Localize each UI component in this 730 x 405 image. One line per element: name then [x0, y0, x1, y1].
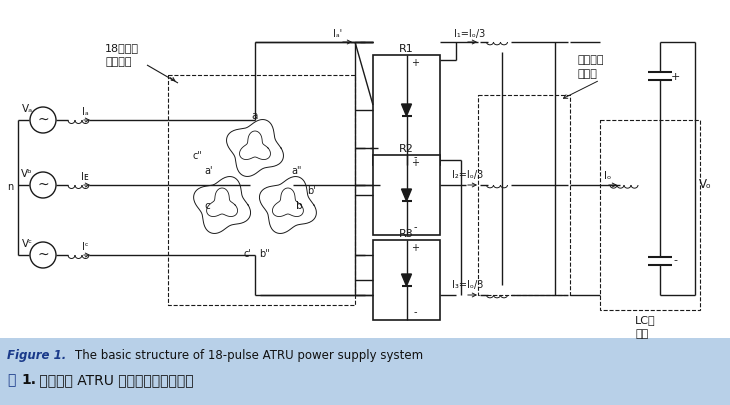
- Bar: [373, 155, 440, 235]
- Text: +: +: [670, 72, 680, 82]
- Circle shape: [30, 107, 56, 133]
- Polygon shape: [402, 189, 412, 201]
- Text: a": a": [292, 166, 302, 176]
- Text: I₂=Iₒ/3: I₂=Iₒ/3: [453, 170, 483, 180]
- Bar: [373, 55, 440, 165]
- Text: Vᶜ: Vᶜ: [21, 239, 33, 249]
- Text: a': a': [204, 166, 213, 176]
- Text: Iₒ: Iₒ: [604, 171, 612, 181]
- Polygon shape: [402, 104, 412, 116]
- Text: c": c": [192, 151, 202, 161]
- Text: ~: ~: [37, 248, 49, 262]
- Bar: [373, 240, 440, 320]
- Text: I₃=Iₒ/3: I₃=Iₒ/3: [453, 280, 484, 290]
- Text: 图: 图: [7, 373, 15, 387]
- Text: The basic structure of 18-pulse ATRU power supply system: The basic structure of 18-pulse ATRU pow…: [75, 348, 423, 362]
- Text: b': b': [307, 186, 315, 196]
- Text: LC滤: LC滤: [635, 315, 656, 325]
- Text: a: a: [252, 111, 258, 121]
- Text: R1: R1: [399, 44, 414, 54]
- Bar: [0, 338, 730, 405]
- Text: Iₐ: Iₐ: [82, 107, 88, 117]
- Text: 18脉冲自: 18脉冲自: [105, 43, 139, 53]
- Text: ~: ~: [37, 178, 49, 192]
- Text: Vₐ: Vₐ: [21, 104, 33, 114]
- Text: Vᵇ: Vᵇ: [21, 169, 33, 179]
- Text: b: b: [296, 201, 302, 211]
- Bar: [600, 120, 700, 310]
- Text: 电流平衡: 电流平衡: [578, 55, 604, 65]
- Text: n: n: [7, 182, 13, 192]
- Text: 十八脉冲 ATRU 的供电系统基本结构: 十八脉冲 ATRU 的供电系统基本结构: [35, 373, 193, 387]
- Text: c: c: [204, 201, 210, 211]
- Text: Iᶜ: Iᶜ: [82, 242, 88, 252]
- Bar: [478, 95, 570, 295]
- Text: R2: R2: [399, 144, 414, 154]
- Circle shape: [30, 172, 56, 198]
- Text: b": b": [260, 249, 270, 259]
- Text: Iₐ': Iₐ': [334, 29, 342, 39]
- Bar: [0, 0, 730, 338]
- Polygon shape: [402, 274, 412, 286]
- Text: -: -: [673, 255, 677, 265]
- Text: c': c': [243, 249, 251, 259]
- Text: Vₒ: Vₒ: [699, 179, 711, 192]
- Text: 波器: 波器: [635, 329, 648, 339]
- Text: 耦变压器: 耦变压器: [105, 57, 131, 67]
- Text: +: +: [412, 58, 420, 68]
- Text: 电抗器: 电抗器: [578, 69, 598, 79]
- Text: -: -: [414, 152, 418, 162]
- Text: ~: ~: [37, 113, 49, 127]
- Text: I₁=Iₒ/3: I₁=Iₒ/3: [454, 29, 485, 39]
- Text: Figure 1.: Figure 1.: [7, 348, 66, 362]
- Text: -: -: [414, 307, 418, 317]
- Text: +: +: [412, 243, 420, 253]
- Text: Iᴇ: Iᴇ: [81, 172, 89, 182]
- Text: -: -: [414, 222, 418, 232]
- Text: 1.: 1.: [21, 373, 36, 387]
- Circle shape: [30, 242, 56, 268]
- Text: R3: R3: [399, 229, 414, 239]
- Text: +: +: [412, 158, 420, 168]
- Bar: [168, 75, 355, 305]
